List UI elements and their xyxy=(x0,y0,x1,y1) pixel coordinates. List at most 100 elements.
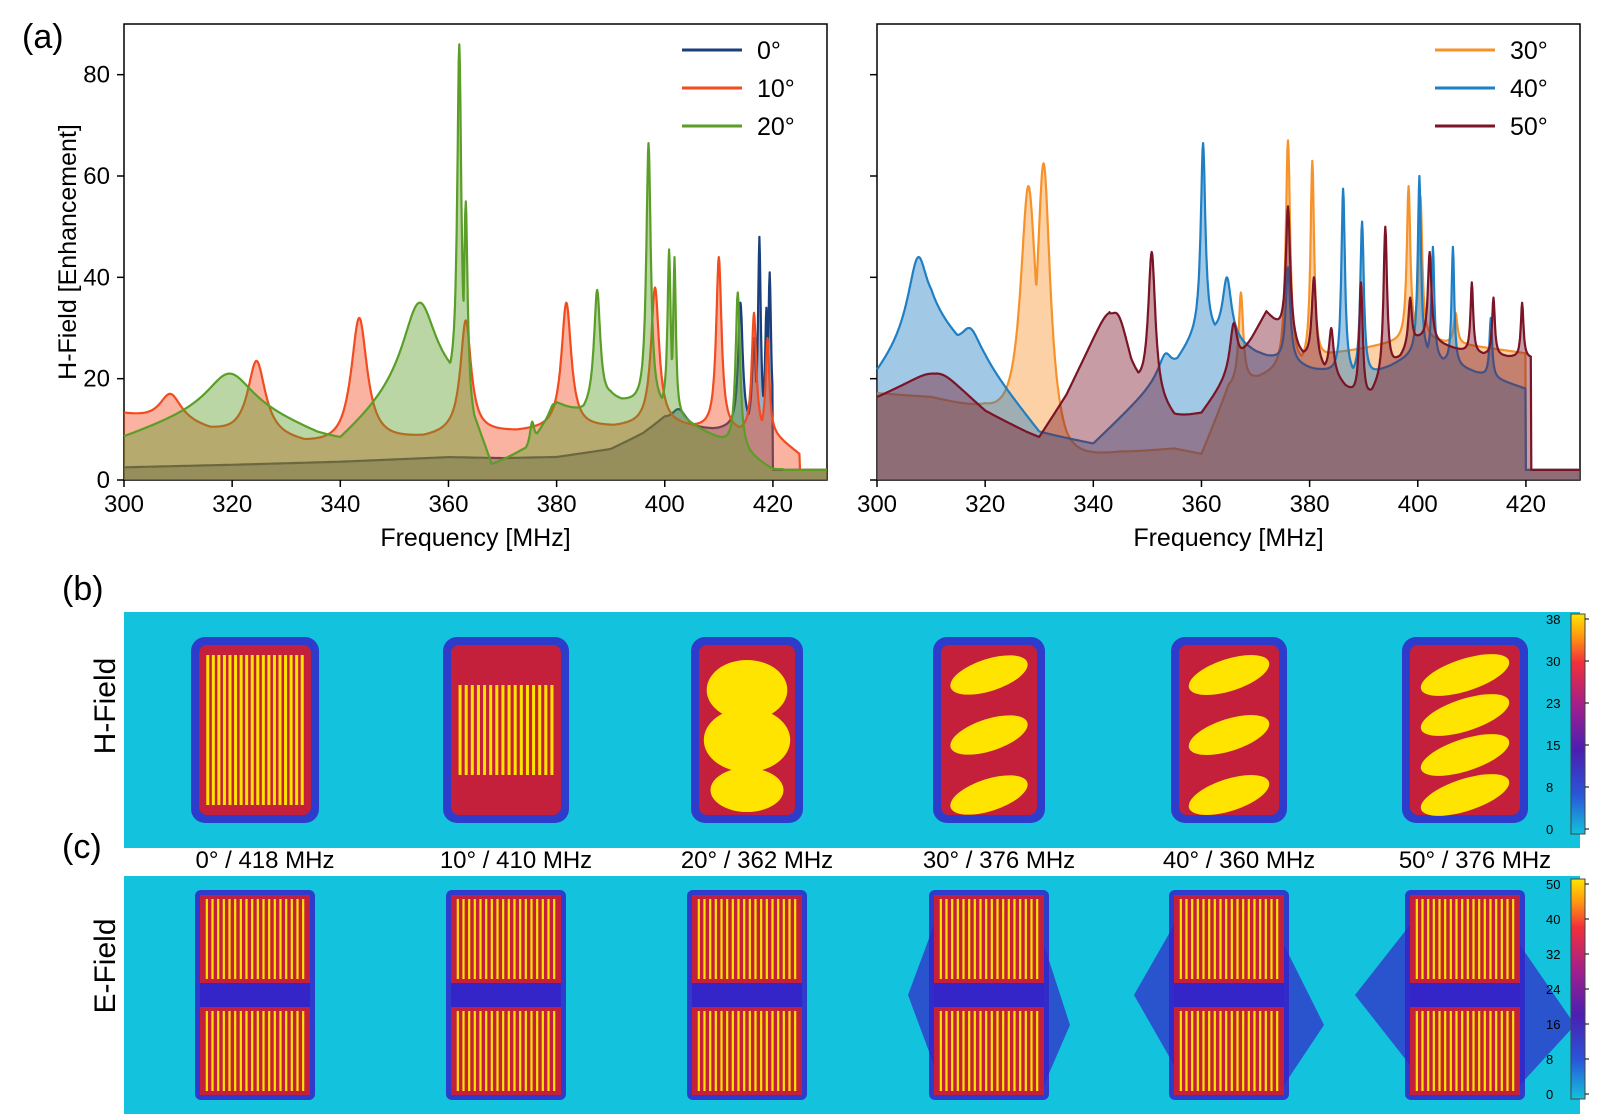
chart-left-0-10-20-deg: 300 320 340 360 380 400 420 0 20 40 60 80 Frequency … xyxy=(54,23,828,552)
series-line-20deg xyxy=(123,43,828,471)
legend-label: 40° xyxy=(1510,75,1548,103)
colorbar-tick-label: 8 xyxy=(1546,1052,1553,1067)
e-map-gap xyxy=(451,983,561,1007)
e-map-gap xyxy=(1174,983,1284,1007)
y-tick-label: 20 xyxy=(83,366,110,393)
legend-label: 0° xyxy=(757,37,781,65)
e-map-lower-band xyxy=(934,1007,1044,1095)
series-line-10deg xyxy=(123,256,828,471)
e-map-edge-lobe xyxy=(1355,925,1410,1065)
e-colorbar-gradient xyxy=(1570,878,1586,1100)
y-tick-label: 80 xyxy=(83,62,110,89)
y-tick-label: 40 xyxy=(83,264,110,291)
series-area-20deg xyxy=(124,44,827,481)
e-map-upper-band xyxy=(1410,895,1520,983)
series-area-50deg xyxy=(877,206,1580,480)
x-tick-label: 420 xyxy=(1506,491,1546,518)
e-map-upper-band xyxy=(1174,895,1284,983)
e-map-gap xyxy=(1410,983,1520,1007)
series-line-50deg xyxy=(876,205,1581,471)
colorbar-tick-label: 0 xyxy=(1546,822,1553,837)
x-tick-label: 360 xyxy=(1181,491,1221,518)
field-map-caption: 50° / 376 MHz xyxy=(1399,847,1551,874)
x-tick-label: 380 xyxy=(1290,491,1330,518)
colorbar-tick-label: 38 xyxy=(1546,612,1560,627)
e-field-maps xyxy=(124,876,1580,1114)
x-tick-label: 340 xyxy=(320,491,360,518)
colorbar-tick-label: 23 xyxy=(1546,696,1560,711)
h-map-hotspot xyxy=(950,655,1028,695)
y-axis-label: H-Field [Enhancement] xyxy=(54,124,82,380)
colorbar-tick-label: 40 xyxy=(1546,912,1560,927)
e-map-edge-lobe xyxy=(908,925,934,1065)
e-map-lower-band xyxy=(692,1007,802,1095)
e-map-lower-band xyxy=(1174,1007,1284,1095)
h-map-hotspot xyxy=(1420,774,1510,816)
e-map-gap xyxy=(692,983,802,1007)
series-area-10deg xyxy=(124,257,827,480)
x-tick-label: 420 xyxy=(753,491,793,518)
h-map-hotspot xyxy=(706,660,788,720)
chart-right-30-40-50-deg: 300 320 340 360 380 400 420 Frequency [MHz] 30° 4… xyxy=(857,23,1581,552)
h-map-resonator xyxy=(199,645,311,815)
panel-label-c: (c) xyxy=(62,828,102,866)
h-map-hotspot xyxy=(1188,714,1270,756)
h-field-colorbar: 38 30 23 15 8 0 xyxy=(1546,612,1589,837)
x-axis-label: Frequency [MHz] xyxy=(380,524,570,552)
x-tick-label: 360 xyxy=(428,491,468,518)
plot-frame xyxy=(123,23,828,481)
e-map-upper-band xyxy=(451,895,561,983)
x-tick-label: 400 xyxy=(645,491,685,518)
e-map-lower-band xyxy=(200,1007,310,1095)
e-map-upper-band xyxy=(692,895,802,983)
h-map-hotspot xyxy=(1188,654,1270,696)
e-map-edge-lobe xyxy=(1520,945,1575,1085)
series-line-0deg xyxy=(123,235,828,471)
x-tick-label: 300 xyxy=(857,491,897,518)
h-map-hotspot xyxy=(1420,734,1510,776)
e-field-colorbar: 50 40 32 24 16 8 0 xyxy=(1546,877,1589,1102)
colorbar-tick-label: 30 xyxy=(1546,654,1560,669)
y-tick-label: 0 xyxy=(97,467,110,494)
h-map-hotspot xyxy=(950,775,1028,815)
h-map-hotspot xyxy=(1188,774,1270,816)
colorbar-tick-label: 16 xyxy=(1546,1017,1560,1032)
field-map-caption: 10° / 410 MHz xyxy=(440,847,592,874)
h-map-hotspot xyxy=(1420,654,1510,696)
x-tick-label: 380 xyxy=(537,491,577,518)
colorbar-tick-label: 50 xyxy=(1546,877,1560,892)
h-map-hotspot xyxy=(950,715,1028,755)
y-tick-label: 60 xyxy=(83,163,110,190)
h-map-hotspot xyxy=(1420,694,1510,736)
series-area-0deg xyxy=(124,236,827,480)
h-field-row-label: H-Field xyxy=(89,658,122,755)
panel-label-b: (b) xyxy=(62,570,104,608)
x-tick-label: 400 xyxy=(1398,491,1438,518)
field-map-caption: 40° / 360 MHz xyxy=(1163,847,1315,874)
colorbar-tick-label: 8 xyxy=(1546,780,1553,795)
colorbar-tick-label: 15 xyxy=(1546,738,1560,753)
series-area-30deg xyxy=(877,140,1580,480)
x-tick-label: 320 xyxy=(212,491,252,518)
e-map-gap xyxy=(200,983,310,1007)
h-colorbar-gradient xyxy=(1570,613,1586,835)
e-field-row-label: E-Field xyxy=(89,918,122,1013)
legend-label: 20° xyxy=(757,113,795,141)
series-line-30deg xyxy=(876,139,1581,471)
e-map-upper-band xyxy=(934,895,1044,983)
legend-label: 10° xyxy=(757,75,795,103)
panel-label-a: (a) xyxy=(22,18,64,56)
e-map-edge-lobe xyxy=(1134,925,1174,1065)
field-map-caption: 20° / 362 MHz xyxy=(681,847,833,874)
e-map-edge-lobe xyxy=(1044,945,1070,1085)
x-axis-label: Frequency [MHz] xyxy=(1133,524,1323,552)
plot-frame xyxy=(876,23,1581,481)
series-line-40deg xyxy=(876,142,1581,471)
legend-label: 50° xyxy=(1510,113,1548,141)
colorbar-tick-label: 32 xyxy=(1546,947,1560,962)
field-map-captions: 0° / 418 MHz 10° / 410 MHz 20° / 362 MHz 30… xyxy=(196,847,1552,874)
colorbar-tick-label: 0 xyxy=(1546,1087,1553,1102)
field-map-caption: 0° / 418 MHz xyxy=(196,847,335,874)
h-map-hotspot xyxy=(710,768,784,812)
e-map-lower-band xyxy=(1410,1007,1520,1095)
